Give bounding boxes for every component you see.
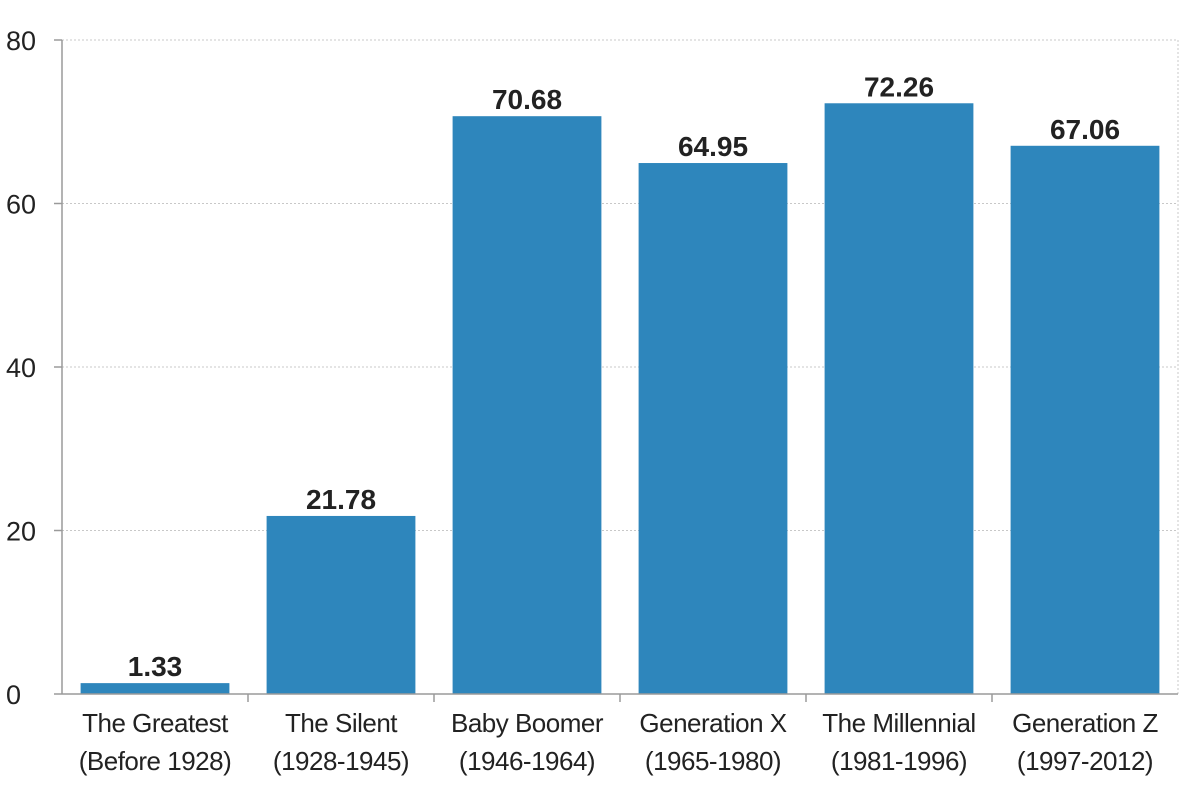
x-tick-label: The Greatest: [82, 708, 229, 738]
y-tick-label: 80: [6, 26, 36, 56]
bars: [80, 103, 1160, 695]
bar: [452, 116, 602, 695]
labels: 0 20 40 60 80 1.33 The Greatest (Before 1928) 21…: [6, 26, 1159, 776]
y-tick-label: 20: [6, 517, 36, 547]
bar: [80, 683, 230, 694]
data-label: 67.06: [1050, 114, 1120, 145]
data-label: 1.33: [128, 651, 183, 682]
data-label: 72.26: [864, 71, 934, 102]
bar: [266, 515, 416, 694]
bar: [1010, 145, 1160, 695]
x-tick-label: Baby Boomer: [451, 708, 604, 738]
data-label: 21.78: [306, 484, 376, 515]
x-tick-label: (1981-1996): [831, 746, 967, 776]
x-tick-label: Generation Z: [1012, 708, 1158, 738]
data-label: 64.95: [678, 131, 748, 162]
y-tick-label: 40: [6, 353, 36, 383]
x-tick-label: (Before 1928): [79, 746, 231, 776]
bar: [824, 103, 974, 695]
y-tick-label: 60: [6, 190, 36, 220]
data-label: 70.68: [492, 84, 562, 115]
x-tick-label: (1997-2012): [1017, 746, 1153, 776]
axes: [54, 39, 1178, 702]
gridlines: [62, 39, 1179, 694]
x-tick-label: (1965-1980): [645, 746, 781, 776]
y-tick-label: 0: [6, 680, 21, 710]
x-tick-label: (1928-1945): [273, 746, 409, 776]
bar: [638, 163, 788, 694]
x-tick-label: Generation X: [639, 708, 786, 738]
x-tick-label: The Millennial: [822, 708, 975, 738]
x-tick-label: (1946-1964): [459, 746, 595, 776]
x-tick-label: The Silent: [285, 708, 398, 738]
